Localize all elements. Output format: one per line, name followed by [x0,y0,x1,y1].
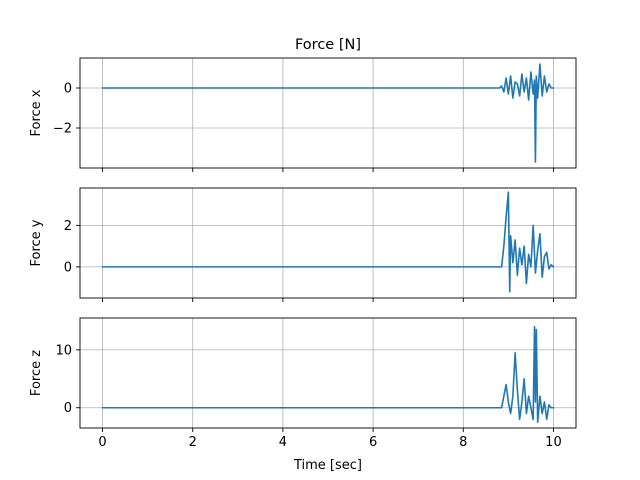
y-tick-label: 0 [64,260,72,275]
y-axis-label: Force z [29,350,44,396]
x-tick-label: 6 [369,435,377,450]
y-tick-label: 10 [55,343,72,358]
chart-title: Force [N] [295,37,361,53]
x-tick-label: 4 [279,435,287,450]
x-tick-label: 2 [189,435,197,450]
axes-frame [79,57,577,169]
x-tick-label: 8 [459,435,467,450]
y-axis-label: Force y [29,219,44,266]
x-tick-label: 0 [98,435,106,450]
axes-frame [79,187,577,299]
subplots: −2 0 Force x 0 2 Force y 0 2 4 6 8 10 0 10 Force z [29,57,577,450]
force-series-line-2 [101,191,555,293]
x-tick-label: 10 [545,435,562,450]
y-tick-label: 0 [64,82,72,97]
y-tick-label: 0 [64,401,72,416]
y-tick-label: −2 [53,122,72,137]
y-axis-label: Force x [29,89,44,136]
force-series-line-1 [101,63,555,163]
subplot-3: 0 2 4 6 8 10 0 10 Force z [29,317,577,450]
subplot-1: −2 0 Force x [29,57,577,172]
force-series-line-3 [101,325,555,424]
axes-frame [79,317,577,429]
y-tick-label: 2 [64,219,72,234]
subplot-2: 0 2 Force y [29,187,577,302]
x-axis-label: Time [sec] [293,458,362,473]
